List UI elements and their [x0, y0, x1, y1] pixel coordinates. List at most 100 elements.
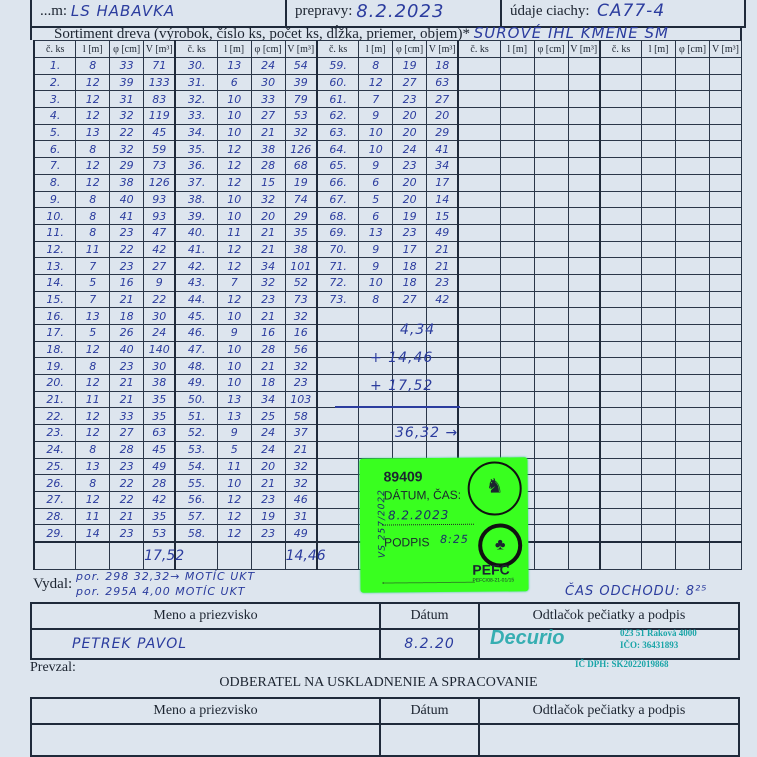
table-cell [708, 390, 743, 409]
table-cell [675, 374, 710, 392]
table-cell: 20 [426, 107, 459, 125]
table-cell [315, 507, 360, 526]
table-cell: 37 [284, 424, 318, 442]
table-cell [708, 57, 743, 75]
table-cell [567, 140, 601, 159]
table-cell [641, 357, 677, 376]
table-cell: 8 [75, 140, 111, 159]
table-cell [675, 457, 710, 476]
table-cell [533, 223, 569, 242]
table-cell [457, 357, 501, 376]
table-row: 11. 8 23 47 40. 11 21 35 69. 13 23 49 [33, 223, 743, 242]
table-cell [675, 307, 710, 325]
table-cell: 49 [284, 524, 318, 543]
table-cell: 24. [33, 440, 77, 459]
table-cell [567, 190, 601, 209]
table-cell: 17 [392, 240, 428, 259]
table-cell [567, 223, 601, 242]
table-cell: 42 [426, 290, 459, 309]
table-cell: 103 [284, 390, 318, 409]
table-cell: 21 [250, 240, 286, 259]
table-cell [708, 90, 743, 109]
table-cell: 5 [216, 440, 252, 459]
calc-line: 4,34 [400, 322, 436, 338]
table-cell [598, 540, 643, 570]
receiver-name[interactable] [30, 723, 381, 757]
table-cell: 13 [75, 457, 111, 476]
table-cell [598, 324, 643, 342]
table-cell: 28 [109, 440, 145, 459]
table-cell: 29. [33, 524, 77, 543]
table-cell: 18 [109, 307, 145, 325]
table-cell: 39 [109, 73, 145, 92]
table-cell: 11 [75, 507, 111, 526]
table-cell [533, 424, 569, 442]
table-cell: 16 [109, 273, 145, 292]
table-cell: 9 [143, 273, 176, 292]
table-cell: 12 [75, 407, 111, 426]
table-cell: 57. [174, 507, 218, 526]
table-cell: 60. [315, 73, 360, 92]
table-cell: 59 [143, 140, 176, 159]
table-cell [641, 540, 677, 570]
table-cell [567, 474, 601, 492]
table-cell: 47 [143, 223, 176, 242]
table-cell: 10 [216, 374, 252, 392]
table-cell [708, 340, 743, 359]
receiver-date[interactable] [379, 723, 480, 757]
table-cell: 12 [216, 290, 252, 309]
table-cell [641, 73, 677, 92]
table-cell: 12 [75, 73, 111, 92]
table-cell: 16. [33, 307, 77, 325]
table-cell: 24 [250, 57, 286, 75]
table-cell: 21 [250, 223, 286, 242]
table-cell: 19 [392, 57, 428, 75]
table-cell: 14 [426, 190, 459, 209]
table-cell: 41 [109, 207, 145, 225]
table-cell [598, 90, 643, 109]
table-cell: 49 [426, 223, 459, 242]
table-cell: 58 [284, 407, 318, 426]
table-cell [675, 324, 710, 342]
table-cell [708, 357, 743, 376]
receiver-stamp[interactable] [478, 723, 740, 757]
table-cell: 6 [358, 173, 394, 192]
table-cell [641, 374, 677, 392]
table-cell [708, 507, 743, 526]
group-total: 17,52 [143, 540, 184, 570]
table-cell [315, 357, 360, 376]
issuer-name: PETREK PAVOL [30, 628, 381, 660]
table-cell: 27 [143, 257, 176, 275]
table-cell: 32 [284, 307, 318, 325]
table-cell: 21 [109, 390, 145, 409]
table-cell: 68 [284, 157, 318, 175]
table-cell [567, 407, 601, 426]
table-cell: 47. [174, 340, 218, 359]
table-cell: 55. [174, 474, 218, 492]
table-cell [457, 57, 501, 75]
table-cell [598, 490, 643, 509]
table-cell [641, 173, 677, 192]
table-cell: 23 [426, 273, 459, 292]
table-cell: 68. [315, 207, 360, 225]
table-cell: 9. [33, 190, 77, 209]
table-cell [598, 357, 643, 376]
table-cell [533, 157, 569, 175]
col-name: Meno a priezvisko [30, 602, 381, 630]
table-cell: 12. [33, 240, 77, 259]
table-row: 1. 8 33 71 30. 13 24 54 59. 8 19 18 [33, 57, 743, 75]
table-cell [499, 157, 535, 175]
table-cell: 23 [250, 290, 286, 309]
gauge-label: údaje ciachy: [510, 2, 590, 19]
table-cell [708, 140, 743, 159]
table-cell [598, 390, 643, 409]
table-cell: 35 [143, 407, 176, 426]
table-cell: 7 [75, 257, 111, 275]
table-cell: 35. [174, 140, 218, 159]
table-cell [533, 390, 569, 409]
table-cell [533, 457, 569, 476]
decurio-logo: Decurio [490, 627, 565, 649]
table-cell: 32 [284, 123, 318, 142]
table-cell [567, 290, 601, 309]
column-header: φ [cm] [109, 40, 145, 58]
